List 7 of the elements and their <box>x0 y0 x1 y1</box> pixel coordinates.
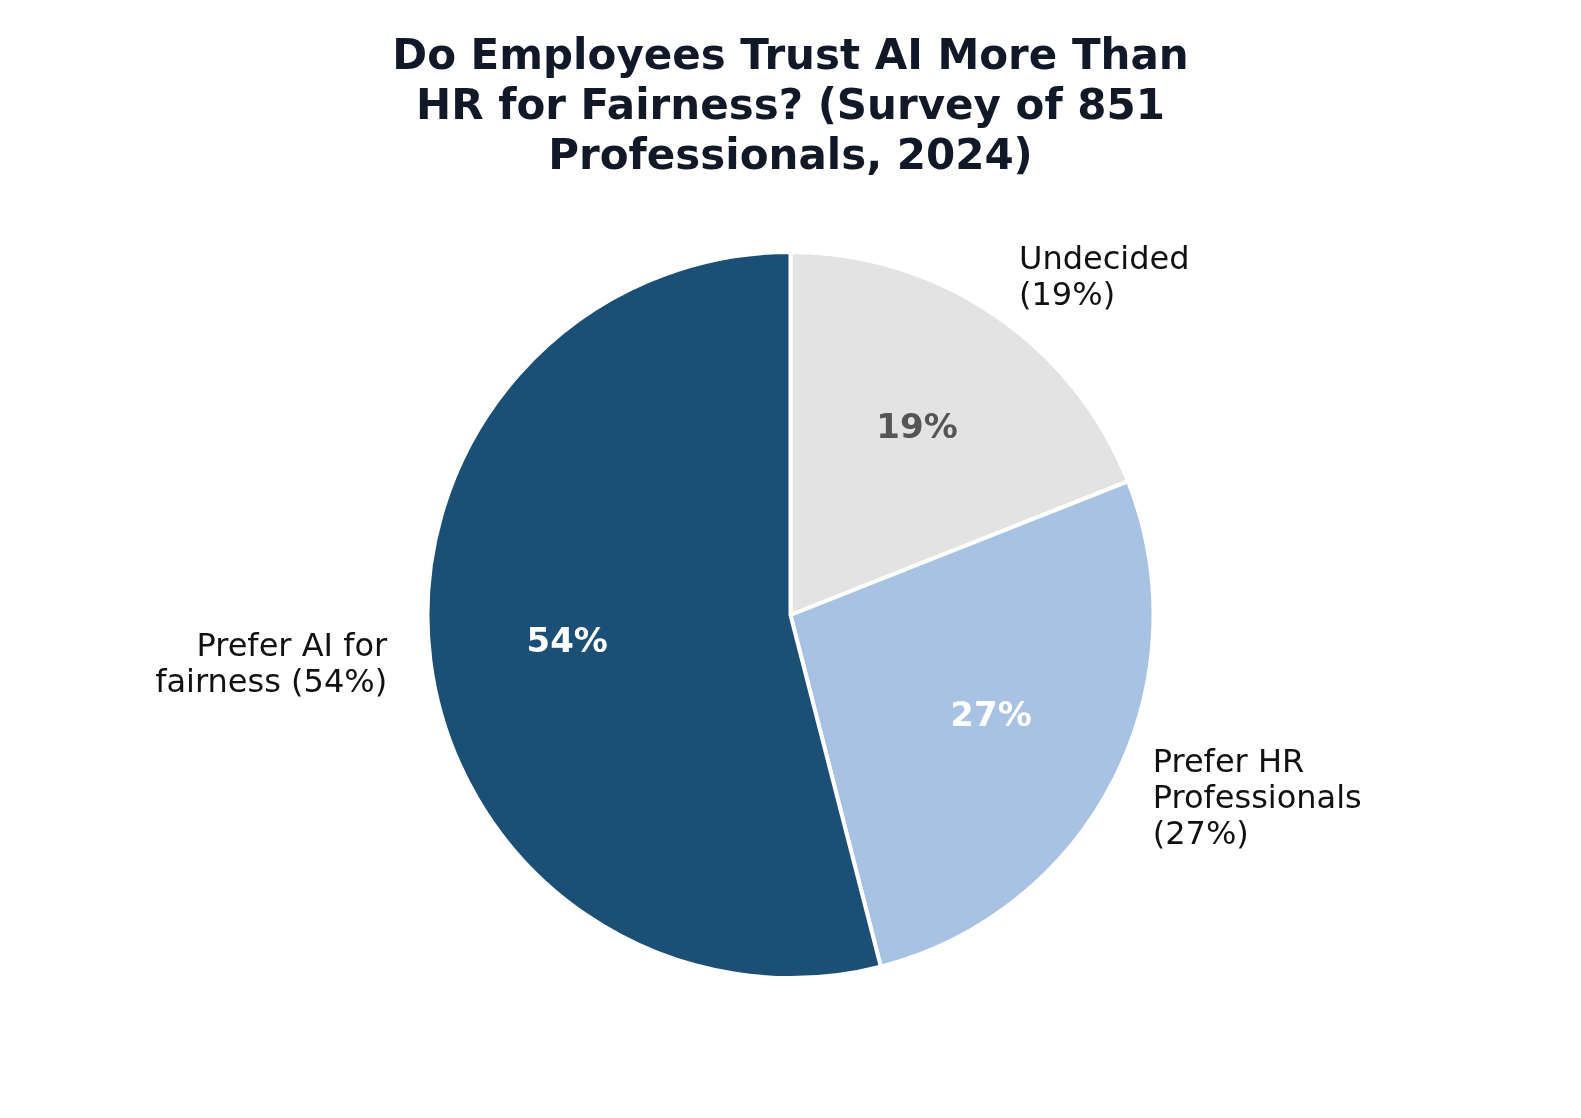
data-label: 27% <box>950 694 1032 734</box>
slice-label: Prefer AI for fairness (54%) <box>155 626 388 701</box>
slice-label: Undecided (19%) <box>1019 239 1190 314</box>
data-label: 54% <box>526 620 608 661</box>
chart-title: Do Employees Trust AI More Than HR for Fairness? (Survey of 851 Professionals, 2024) <box>391 30 1190 180</box>
data-label: 19% <box>876 405 958 446</box>
slice-label: Prefer HR Professionals (27%) <box>1152 741 1362 852</box>
